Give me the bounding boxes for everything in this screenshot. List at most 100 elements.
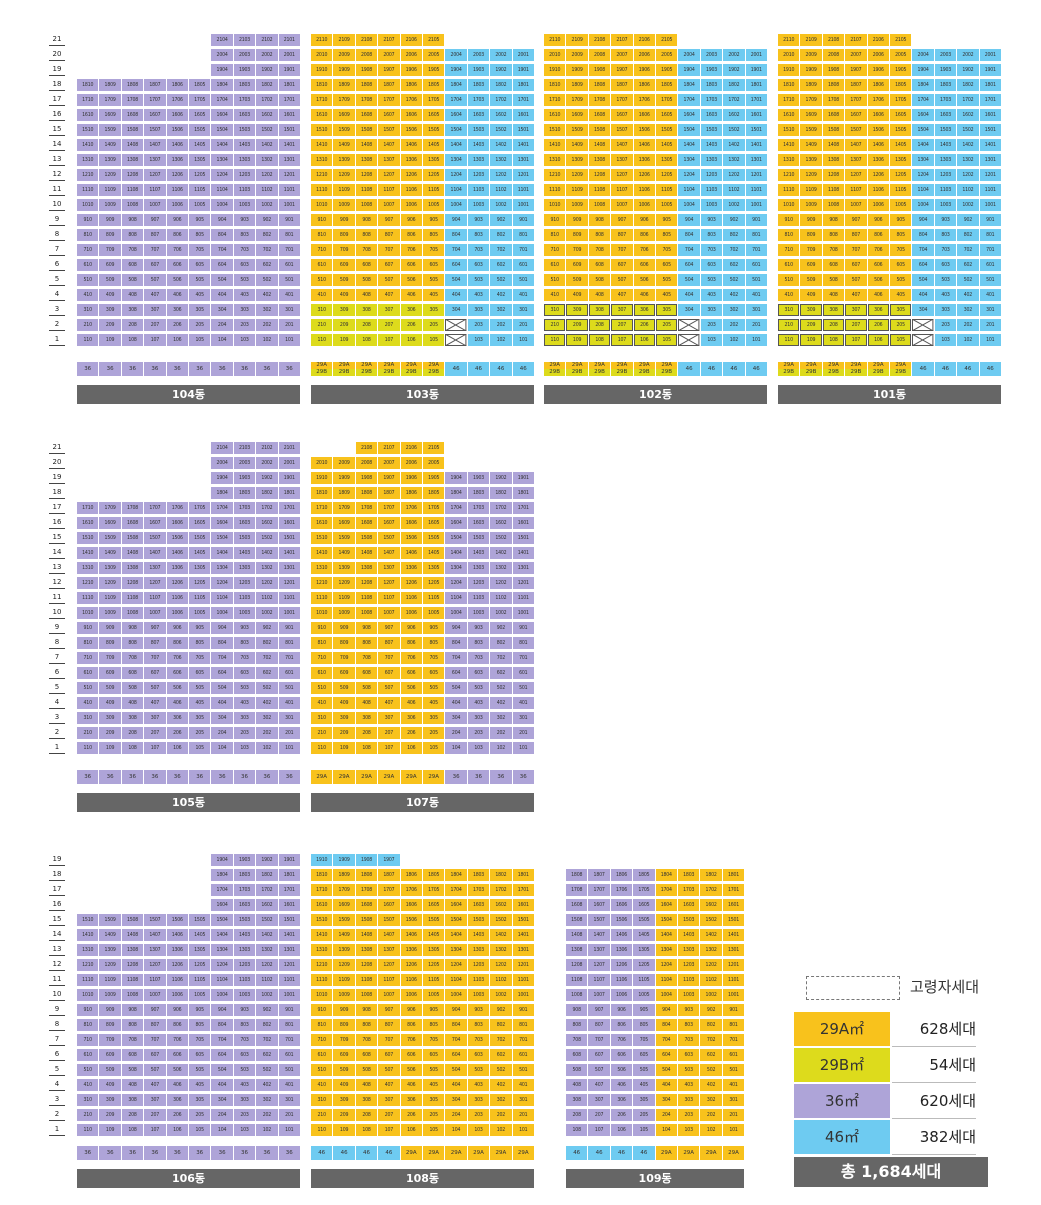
unit-cell: 1306 [610,944,633,956]
unit-cell: 1007 [144,199,166,211]
unit-cell: 203 [233,319,256,331]
unit-cell: 410 [77,697,99,709]
building-label: 107동 [311,793,534,812]
unit-cell: 1701 [278,502,300,514]
unit-cell: 1002 [723,199,745,211]
unit-cell: 1203 [467,959,490,971]
unit-cell: 1702 [256,94,278,106]
unit-cell: 104 [445,1124,467,1136]
unit-cell: 1107 [611,184,633,196]
unit-cell: 1005 [189,607,211,619]
unit-cell: 1007 [845,199,867,211]
building-label: 109동 [566,1169,745,1188]
unit-cell: 1110 [311,974,333,986]
floor-label: 5 [49,682,65,694]
vacant-cross-icon [912,334,934,346]
unit-cell: 608 [355,667,378,679]
unit-cell: 903 [467,214,490,226]
unit-cell: 1102 [256,184,278,196]
unit-cell: 1807 [845,79,867,91]
unit-cell: 503 [467,682,490,694]
unit-cell: 1405 [423,139,445,151]
unit-type-label: 36 [99,362,121,376]
unit-cell: 1505 [423,914,445,926]
unit-cell: 1302 [957,154,979,166]
unit-cell: 1908 [355,64,378,76]
unit-cell: 108 [566,1124,588,1136]
unit-cell: 810 [77,229,99,241]
unit-cell: 1506 [867,124,889,136]
unit-cell: 1408 [822,139,845,151]
unit-cell: 2002 [256,49,278,61]
unit-cell: 209 [566,319,588,331]
unit-cell: 2009 [333,457,355,469]
unit-cell: 902 [700,1004,722,1016]
unit-cell: 910 [311,622,333,634]
unit-cell: 1004 [445,199,467,211]
unit-cell: 1905 [656,64,678,76]
unit-cell: 205 [656,319,678,331]
unit-cell: 805 [423,637,445,649]
unit-cell: 405 [656,289,678,301]
unit-cell: 1204 [211,959,233,971]
unit-cell: 708 [822,244,845,256]
unit-cell: 1901 [745,64,767,76]
unit-cell: 2102 [256,34,278,46]
unit-cell: 1004 [211,989,233,1001]
unit-cell: 401 [512,289,534,301]
unit-cell: 706 [610,1034,633,1046]
unit-cell: 1307 [588,944,610,956]
unit-cell: 1101 [512,184,534,196]
unit-cell: 1408 [121,139,144,151]
unit-cell: 409 [800,289,822,301]
unit-cell: 306 [400,712,422,724]
unit-type-label: 46 [934,362,957,376]
legend-total: 총 1,684세대 [794,1157,988,1187]
unit-cell: 608 [121,667,144,679]
unit-cell: 308 [355,1094,378,1106]
unit-cell: 101 [278,334,300,346]
unit-cell: 2106 [867,34,889,46]
unit-cell: 305 [890,304,912,316]
unit-cell: 1904 [211,854,233,866]
unit-cell: 1602 [957,109,979,121]
unit-cell: 1410 [77,547,99,559]
unit-cell: 408 [355,289,378,301]
unit-cell: 1210 [311,959,333,971]
unit-cell: 1403 [233,139,256,151]
unit-cell: 905 [890,214,912,226]
unit-cell: 2003 [934,49,957,61]
unit-cell: 1001 [512,607,534,619]
unit-cell: 605 [423,1049,445,1061]
unit-cell: 1705 [890,94,912,106]
unit-cell: 505 [656,274,678,286]
unit-cell: 1603 [467,109,490,121]
unit-cell: 602 [256,259,278,271]
unit-cell: 1404 [445,139,467,151]
unit-cell: 1410 [311,547,333,559]
unit-cell: 1602 [700,899,722,911]
unit-cell: 1003 [233,989,256,1001]
unit-cell: 102 [490,1124,512,1136]
unit-cell: 1802 [490,487,512,499]
unit-cell: 1505 [423,124,445,136]
unit-cell: 606 [400,1049,422,1061]
floor-label: 9 [49,1004,65,1016]
unit-cell: 505 [890,274,912,286]
unit-cell: 606 [610,1049,633,1061]
unit-type-label: 29A [445,1146,467,1160]
unit-cell: 1310 [77,562,99,574]
unit-cell: 407 [588,1079,610,1091]
unit-cell: 707 [378,652,400,664]
unit-type-label: 36 [144,1146,166,1160]
unit-cell: 1705 [189,94,211,106]
unit-cell: 209 [333,1109,355,1121]
floor-label: 11 [49,974,65,986]
unit-cell: 707 [378,1034,400,1046]
unit-cell: 2106 [633,34,655,46]
unit-cell: 2002 [256,457,278,469]
floor-label: 20 [49,49,65,61]
unit-cell: 103 [678,1124,700,1136]
unit-cell: 309 [99,304,121,316]
unit-cell: 408 [588,289,611,301]
